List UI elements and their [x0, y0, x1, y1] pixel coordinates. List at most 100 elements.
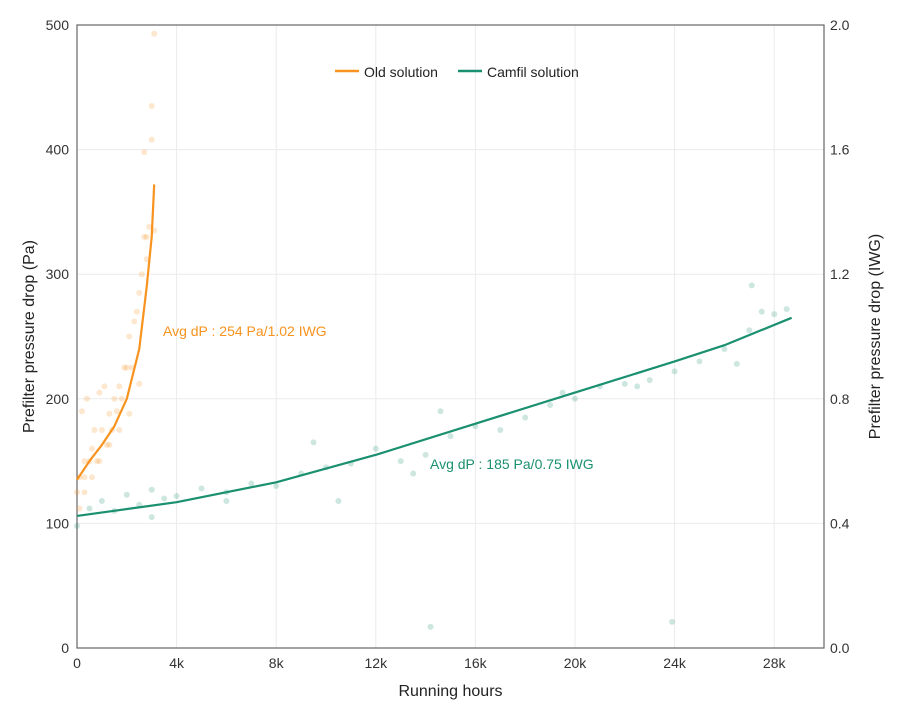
scatter-point	[106, 410, 113, 417]
scatter-point	[634, 383, 641, 390]
scatter-point	[141, 149, 148, 156]
scatter-point	[437, 408, 444, 415]
legend: Old solution Camfil solution	[335, 64, 579, 80]
trend-line	[76, 316, 793, 518]
scatter-point	[783, 306, 790, 313]
scatter-point	[126, 333, 133, 340]
trend-line	[76, 184, 156, 481]
scatter-point	[138, 271, 145, 278]
scatter-point	[410, 470, 417, 477]
x-tick-label: 28k	[763, 655, 787, 671]
scatter-point	[81, 489, 88, 496]
scatter-point	[161, 495, 168, 502]
scatter-point	[111, 395, 118, 402]
scatter-point	[733, 360, 740, 367]
y-right-tick-label: 1.6	[830, 142, 850, 158]
scatter-point	[96, 389, 103, 396]
scatter-point	[96, 458, 103, 465]
y-tick-label: 500	[46, 17, 70, 33]
scatter-point	[123, 364, 130, 371]
avg-dp-annotation: Avg dP : 254 Pa/1.02 IWG	[163, 323, 327, 339]
y-right-tick-label: 0.8	[830, 391, 850, 407]
scatter-point	[223, 497, 230, 504]
scatter-point	[669, 618, 676, 625]
scatter-point	[118, 395, 125, 402]
scatter-point	[81, 458, 88, 465]
scatter-point	[103, 441, 110, 448]
x-tick-label: 20k	[564, 655, 588, 671]
scatter-point	[646, 377, 653, 384]
plot-frame	[76, 24, 825, 649]
scatter-point	[696, 358, 703, 365]
scatter-point	[116, 426, 123, 433]
scatter-point	[91, 426, 98, 433]
scatter-point	[497, 426, 504, 433]
y-right-tick-label: 1.2	[830, 266, 850, 282]
scatter-point	[74, 522, 80, 529]
x-tick-label: 16k	[464, 655, 488, 671]
scatter-point	[83, 395, 90, 402]
y-tick-label: 300	[46, 266, 70, 282]
scatter-point	[335, 497, 342, 504]
scatter-point	[88, 474, 95, 481]
x-tick-label: 12k	[365, 655, 389, 671]
scatter-point	[113, 408, 120, 415]
x-tick-label: 24k	[663, 655, 687, 671]
x-tick-label: 0	[73, 655, 81, 671]
scatter-point	[372, 445, 379, 452]
scatter-point	[173, 492, 180, 499]
scatter-point	[748, 282, 755, 289]
scatter-point	[88, 445, 95, 452]
scatter-point	[136, 380, 143, 387]
scatter-point	[133, 308, 140, 315]
legend-label: Old solution	[364, 64, 438, 80]
scatter-point	[131, 318, 138, 325]
scatter-point	[198, 485, 205, 492]
scatter-point	[143, 233, 150, 240]
scatter-point	[522, 414, 529, 421]
y-tick-label: 400	[46, 142, 70, 158]
scatter-point	[151, 30, 158, 37]
scatter-point	[136, 289, 143, 296]
scatter-point	[116, 383, 123, 390]
scatter-point	[148, 102, 155, 109]
scatter-point	[93, 458, 100, 465]
scatter-point	[671, 368, 678, 375]
y-right-tick-label: 0.4	[830, 515, 850, 531]
scatter-point	[126, 410, 133, 417]
scatter-point	[148, 486, 155, 493]
scatter-point	[758, 308, 765, 315]
scatter-point	[572, 395, 578, 402]
y-right-axis-label: Prefilter pressure drop (IWG)	[867, 234, 884, 439]
scatter-point	[148, 136, 155, 143]
scatter-point	[121, 364, 128, 371]
scatter-point	[86, 505, 93, 512]
scatter-point	[447, 433, 454, 440]
scatter-point	[422, 451, 429, 458]
x-tick-label: 4k	[169, 655, 185, 671]
y-axis-label: Prefilter pressure drop (Pa)	[21, 240, 38, 433]
scatter-point	[98, 426, 105, 433]
y-tick-label: 0	[61, 640, 69, 656]
scatter-point	[81, 474, 88, 481]
series-camfil	[74, 282, 793, 630]
scatter-point	[559, 389, 566, 396]
scatter-point	[106, 441, 113, 448]
series-old	[74, 30, 158, 512]
scatter-point	[310, 439, 317, 446]
x-axis-label: Running hours	[398, 683, 502, 700]
x-tick-label: 8k	[269, 655, 285, 671]
scatter-point	[141, 233, 148, 240]
y-right-tick-label: 0.0	[830, 640, 850, 656]
y-tick-label: 200	[46, 391, 70, 407]
avg-dp-annotation: Avg dP : 185 Pa/0.75 IWG	[430, 456, 594, 472]
scatter-point	[397, 458, 404, 465]
scatter-point	[101, 383, 108, 390]
scatter-point	[771, 311, 778, 318]
scatter-point	[273, 483, 280, 490]
scatter-point	[427, 623, 434, 630]
scatter-point	[78, 408, 85, 415]
y-tick-label: 100	[46, 515, 70, 531]
